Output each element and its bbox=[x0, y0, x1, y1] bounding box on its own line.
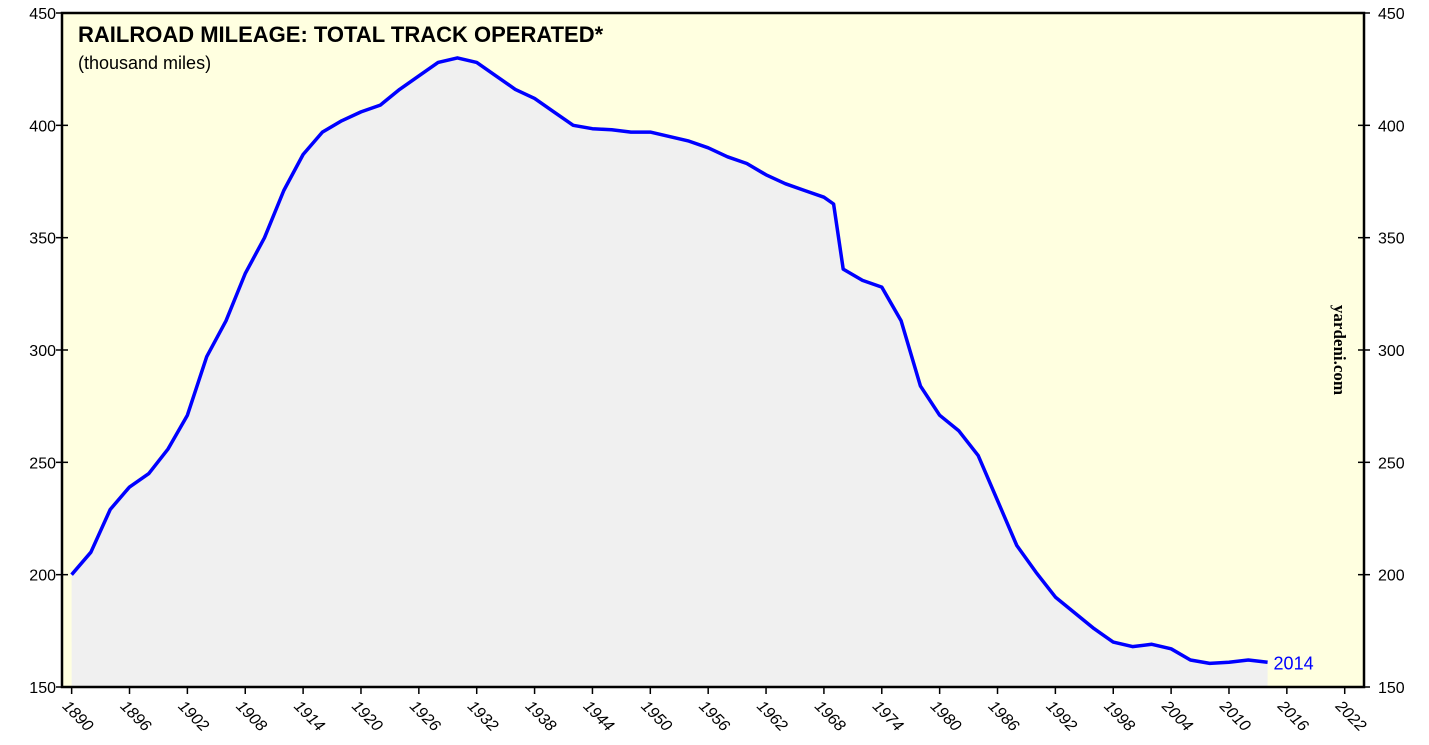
x-tick-label: 1980 bbox=[927, 698, 964, 735]
x-tick-label: 1908 bbox=[232, 698, 269, 735]
x-tick-label: 2016 bbox=[1273, 697, 1311, 735]
marks bbox=[70, 56, 1268, 687]
y-tick-label: 150 bbox=[29, 680, 56, 697]
y-tick-label: 300 bbox=[29, 343, 56, 360]
y-tick-label: 200 bbox=[29, 568, 56, 585]
x-tick-label: 1938 bbox=[522, 698, 559, 735]
x-tick-label: 2010 bbox=[1215, 697, 1253, 735]
y2-tick-label: 150 bbox=[1378, 680, 1405, 697]
watermark: yardeni.com bbox=[1330, 305, 1349, 395]
y-tick-label: 250 bbox=[29, 455, 56, 472]
x-tick-label: 1890 bbox=[59, 698, 96, 735]
x-tick-label: 1956 bbox=[695, 698, 732, 735]
y2-tick-label: 250 bbox=[1378, 455, 1405, 472]
x-tick-label: 1986 bbox=[985, 698, 1022, 735]
x-tick-label: 1914 bbox=[290, 698, 327, 735]
x-tick-label: 2004 bbox=[1158, 697, 1196, 735]
x-tick-label: 1950 bbox=[637, 698, 674, 735]
x-tick-label: 1968 bbox=[811, 698, 848, 735]
y2-tick-label: 200 bbox=[1378, 568, 1405, 585]
x-tick-label: 1932 bbox=[464, 698, 501, 735]
y-tick-label: 400 bbox=[29, 118, 56, 135]
x-tick-label: 1992 bbox=[1043, 698, 1080, 735]
x-tick-label: 1944 bbox=[580, 698, 617, 735]
end-label: 2014 bbox=[1274, 653, 1314, 673]
line bbox=[70, 56, 1268, 666]
y2-tick-label: 300 bbox=[1378, 343, 1405, 360]
y2-tick-label: 450 bbox=[1378, 6, 1405, 23]
x-tick-label: 1902 bbox=[175, 698, 212, 735]
y-tick-label: 350 bbox=[29, 231, 56, 248]
y2-tick-label: 400 bbox=[1378, 118, 1405, 135]
area bbox=[71, 57, 1268, 687]
y2-tick-label: 350 bbox=[1378, 231, 1405, 248]
x-tick-label: 1926 bbox=[406, 698, 443, 735]
x-tick-label: 1974 bbox=[869, 698, 906, 735]
x-tick-label: 2022 bbox=[1331, 697, 1369, 735]
chart-subtitle: (thousand miles) bbox=[78, 53, 211, 73]
chart-title: RAILROAD MILEAGE: TOTAL TRACK OPERATED* bbox=[78, 22, 604, 47]
x-tick-label: 1962 bbox=[753, 698, 790, 735]
x-tick-label: 1920 bbox=[348, 698, 385, 735]
y-tick-label: 450 bbox=[29, 6, 56, 23]
x-tick-label: 1896 bbox=[117, 698, 154, 735]
x-tick-label: 1998 bbox=[1100, 698, 1137, 735]
